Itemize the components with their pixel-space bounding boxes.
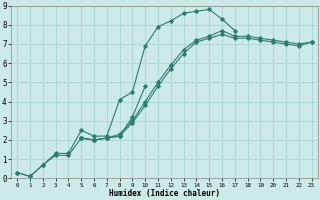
X-axis label: Humidex (Indice chaleur): Humidex (Indice chaleur)	[109, 189, 220, 198]
